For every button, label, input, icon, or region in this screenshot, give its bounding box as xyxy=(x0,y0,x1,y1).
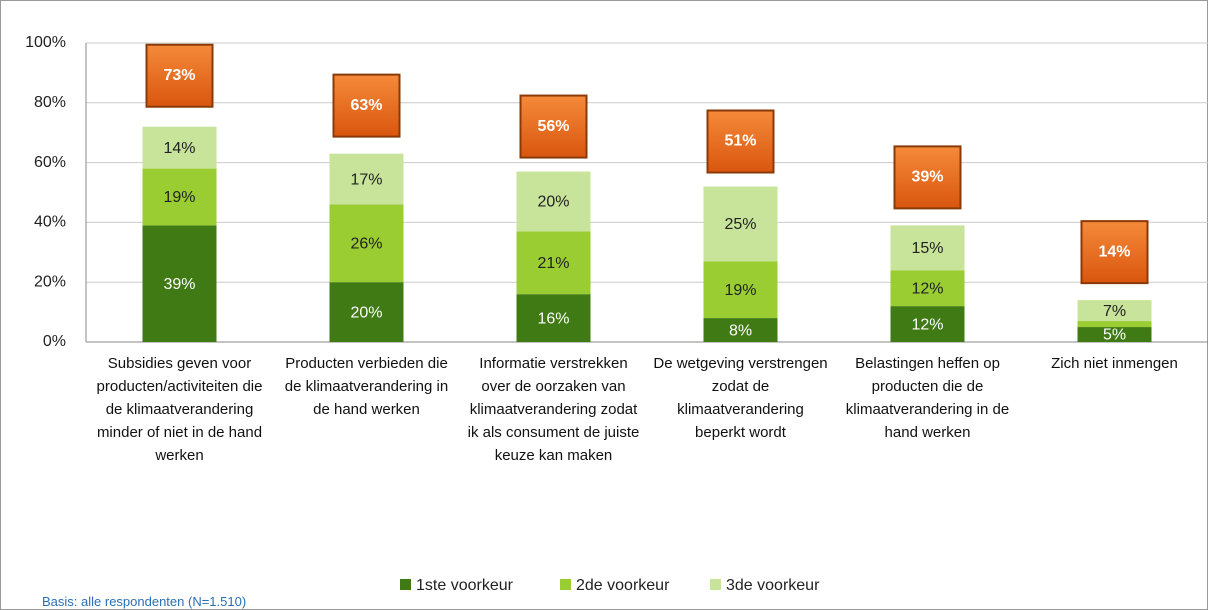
bar-segment xyxy=(516,231,591,295)
y-tick-label: 80% xyxy=(34,94,66,111)
bar-segment xyxy=(142,168,217,226)
data-label: 19% xyxy=(724,282,756,299)
footnote: Basis: alle respondenten (N=1.510) xyxy=(42,594,247,609)
bar-segment xyxy=(329,153,404,205)
bar-segment xyxy=(329,204,404,283)
total-box xyxy=(145,43,214,108)
bar-segment xyxy=(703,318,778,342)
legend-label: 1ste voorkeur xyxy=(416,577,514,594)
data-label: 25% xyxy=(724,216,756,233)
bar-segment xyxy=(1077,321,1152,328)
y-tick-label: 60% xyxy=(34,154,66,171)
x-tick-label: Belastingen heffen op producten die de k… xyxy=(845,355,1010,441)
total-label: 63% xyxy=(350,97,382,114)
data-label: 26% xyxy=(350,236,382,253)
data-label: 14% xyxy=(163,140,195,157)
data-label: 8% xyxy=(729,322,752,339)
data-label: 19% xyxy=(163,189,195,206)
data-label: 16% xyxy=(537,310,569,327)
x-tick-label: Informatie verstrekken over de oorzaken … xyxy=(467,355,640,464)
bar-segment xyxy=(142,126,217,169)
y-tick-label: 40% xyxy=(34,214,66,231)
data-label: 20% xyxy=(537,194,569,211)
bar-segment xyxy=(890,306,965,342)
data-label: 15% xyxy=(911,240,943,257)
data-label: 12% xyxy=(911,316,943,333)
bar-segment xyxy=(890,270,965,307)
legend-swatch xyxy=(560,579,571,590)
total-label: 51% xyxy=(724,133,756,150)
bar-segment xyxy=(890,225,965,271)
data-label: 5% xyxy=(1103,327,1126,344)
x-tick-label: Subsidies geven voor producten/activitei… xyxy=(96,355,263,464)
y-tick-label: 20% xyxy=(34,273,66,290)
bar-segment xyxy=(516,171,591,232)
legend-label: 2de voorkeur xyxy=(576,577,670,594)
x-tick-label: De wetgeving verstrengen zodat de klimaa… xyxy=(653,355,828,441)
data-label: 7% xyxy=(1103,303,1126,320)
total-box xyxy=(1080,220,1149,285)
data-label: 12% xyxy=(911,280,943,297)
bar-segment xyxy=(329,282,404,342)
total-box xyxy=(332,73,401,138)
data-label: 20% xyxy=(350,304,382,321)
legend-label: 3de voorkeur xyxy=(726,577,820,594)
total-box xyxy=(706,109,775,174)
bar-segment xyxy=(1077,327,1152,342)
total-label: 73% xyxy=(163,67,195,84)
x-tick-label: Producten verbieden die de klimaatverand… xyxy=(284,355,449,418)
total-label: 56% xyxy=(537,118,569,135)
bar-segment xyxy=(516,294,591,342)
bar-segment xyxy=(703,261,778,319)
y-tick-label: 100% xyxy=(25,34,66,51)
y-tick-label: 0% xyxy=(43,333,66,350)
legend-swatch xyxy=(400,579,411,590)
data-label: 39% xyxy=(163,276,195,293)
x-tick-label: Zich niet inmengen xyxy=(1051,355,1178,372)
data-label: 17% xyxy=(350,171,382,188)
data-label: 21% xyxy=(537,255,569,272)
legend-swatch xyxy=(710,579,721,590)
bar-segment xyxy=(142,225,217,342)
total-box xyxy=(519,94,588,159)
total-label: 39% xyxy=(911,169,943,186)
bar-segment xyxy=(703,186,778,262)
total-label: 14% xyxy=(1098,243,1130,260)
total-box xyxy=(893,145,962,210)
bar-segment xyxy=(1077,300,1152,322)
